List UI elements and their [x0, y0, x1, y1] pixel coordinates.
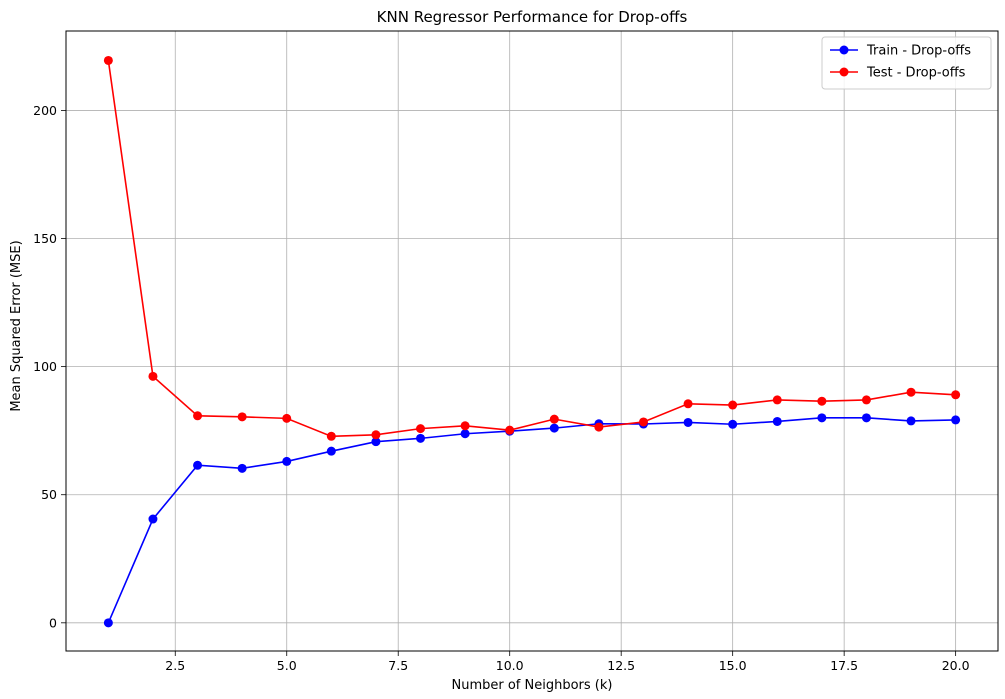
legend-swatch-marker [839, 67, 849, 77]
x-tick-label: 20.0 [942, 658, 970, 673]
data-point [193, 460, 203, 470]
series-train [103, 413, 961, 628]
data-point [148, 514, 158, 524]
data-point [683, 399, 693, 409]
data-point [772, 416, 782, 426]
series-line [107, 60, 956, 438]
legend-swatch-marker [839, 45, 849, 55]
data-point [103, 55, 113, 65]
legend: Train - Drop-offs Test - Drop-offs [821, 36, 992, 90]
chart-title: KNN Regressor Performance for Drop-offs [377, 8, 688, 26]
data-point [371, 430, 381, 440]
data-point [772, 395, 782, 405]
data-point [549, 414, 559, 424]
data-point [638, 417, 648, 427]
data-point [371, 437, 381, 447]
data-point [817, 413, 827, 423]
legend-entry: Test - Drop-offs [866, 66, 966, 81]
x-tick-label: 2.5 [165, 658, 185, 673]
series-line [107, 417, 956, 624]
y-tick-label: 100 [33, 359, 57, 374]
data-point [282, 456, 292, 466]
data-point [951, 415, 961, 425]
data-point [416, 433, 426, 443]
data-point [326, 431, 336, 441]
y-tick-label: 200 [33, 103, 57, 118]
data-point [549, 423, 559, 433]
data-point [505, 425, 515, 435]
data-point [906, 416, 916, 426]
data-point [237, 463, 247, 473]
x-tick-label: 15.0 [719, 658, 747, 673]
series-test [103, 55, 961, 441]
x-tick-label: 12.5 [607, 658, 635, 673]
data-point [326, 446, 336, 456]
grid [66, 31, 998, 651]
y-tick-label: 0 [49, 615, 57, 630]
x-tick-label: 17.5 [830, 658, 858, 673]
data-point [460, 421, 470, 431]
data-point [861, 395, 871, 405]
y-tick-label: 150 [33, 231, 57, 246]
legend-entry: Train - Drop-offs [866, 44, 971, 59]
data-point [817, 396, 827, 406]
data-point [416, 424, 426, 434]
plot-frame [65, 30, 999, 652]
x-tick-label: 7.5 [388, 658, 408, 673]
data-point [460, 429, 470, 439]
data-point [594, 422, 604, 432]
data-point [193, 411, 203, 421]
data-point [728, 400, 738, 410]
data-point [237, 412, 247, 422]
x-tick-label: 10.0 [496, 658, 524, 673]
y-tick-label: 50 [41, 487, 57, 502]
x-axis-label: Number of Neighbors (k) [452, 678, 613, 693]
data-point [683, 417, 693, 427]
data-point [951, 390, 961, 400]
series-layer [103, 55, 961, 628]
data-point [148, 371, 158, 381]
x-tick-label: 5.0 [277, 658, 297, 673]
data-point [282, 413, 292, 423]
data-point [906, 387, 916, 397]
y-axis-label: Mean Squared Error (MSE) [9, 240, 24, 411]
legend-box [821, 36, 992, 90]
ticks: 2.5 5.0 7.5 10.0 12.5 15.0 17.5 20.0 0 50 100 150 20… [33, 103, 969, 673]
data-point [861, 413, 871, 423]
data-point [728, 419, 738, 429]
data-point [103, 618, 113, 628]
